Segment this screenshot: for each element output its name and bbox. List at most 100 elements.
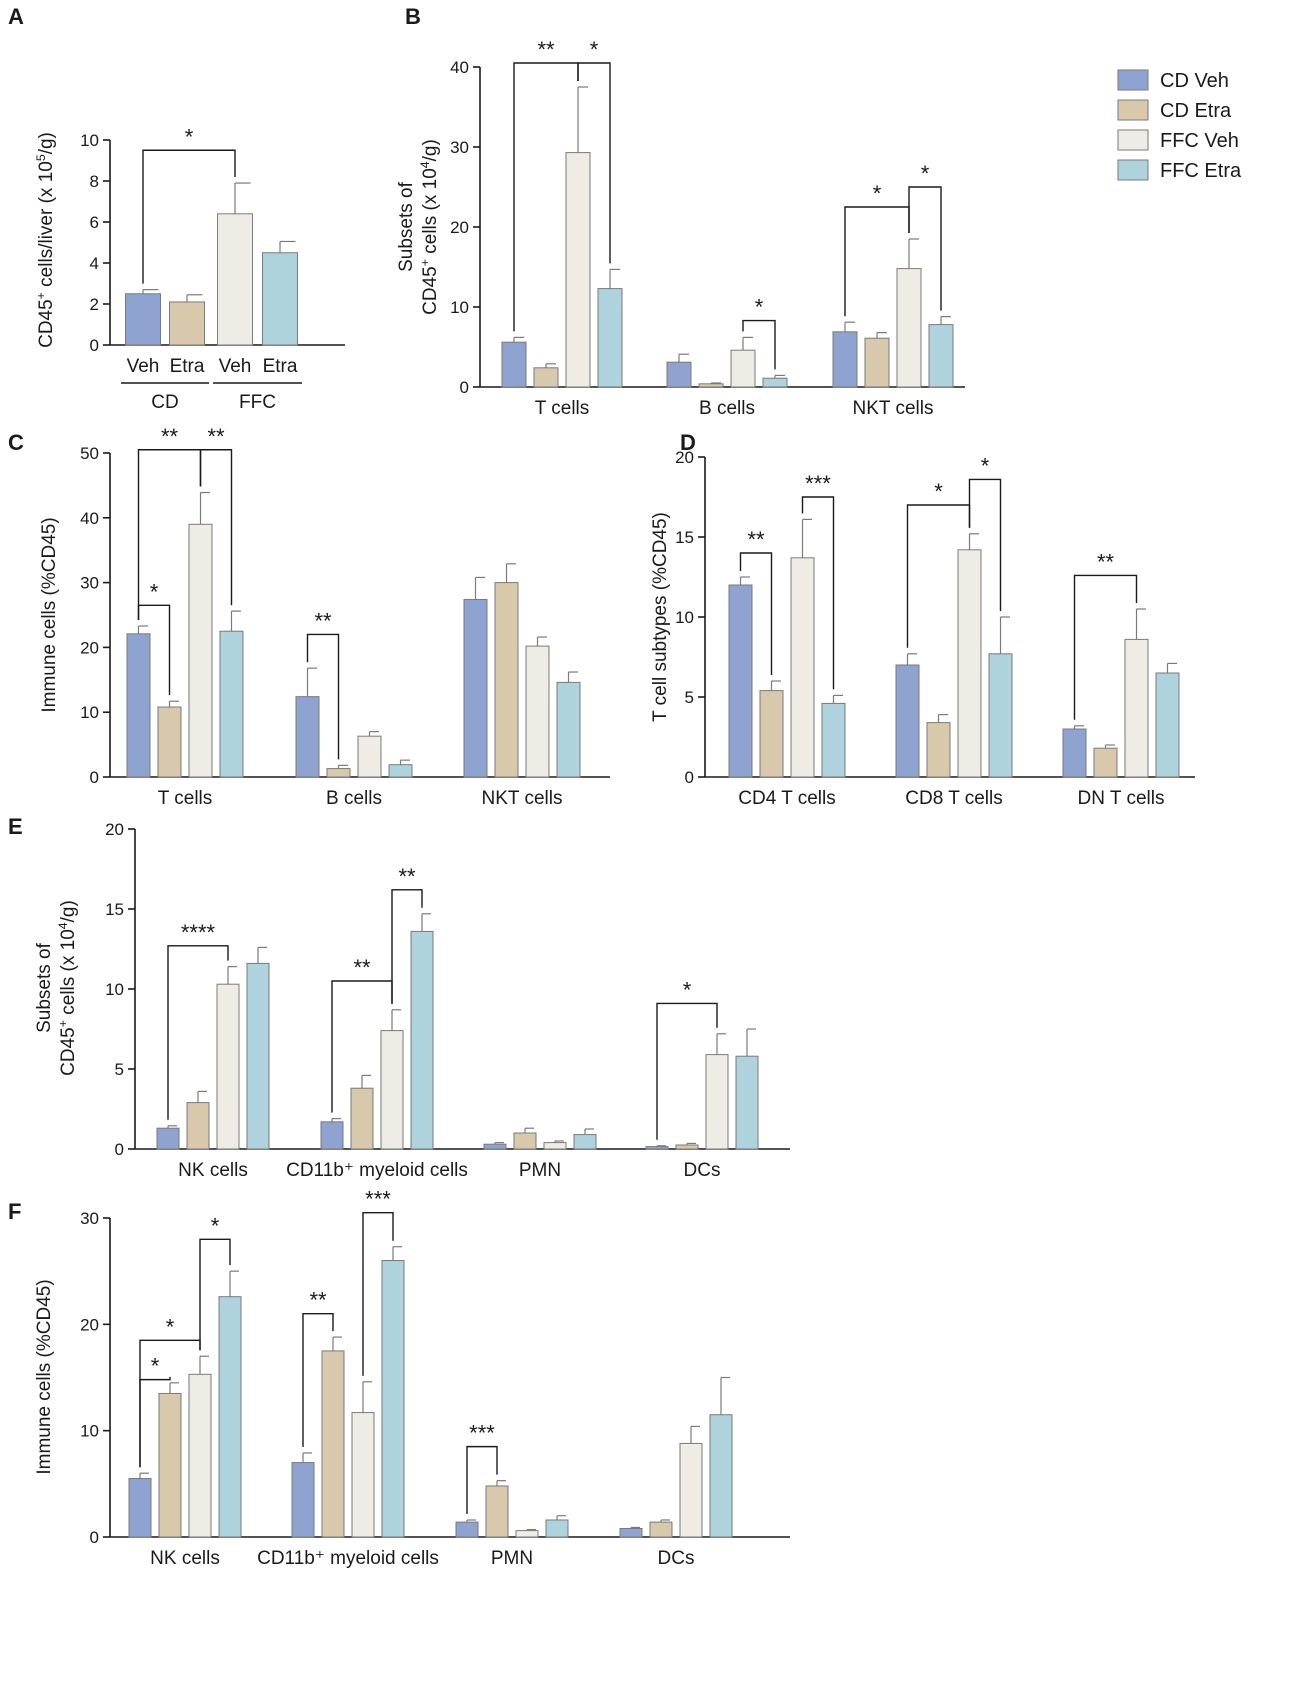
bar-cd-veh: [728, 584, 753, 778]
y-axis-label-line: Subsets of: [396, 181, 417, 271]
bar-cd-etra: [649, 1521, 673, 1538]
bar-cd-etra: [533, 367, 559, 388]
significance-bracket: [1073, 574, 1138, 720]
y-tick-label: 5: [115, 1060, 124, 1079]
y-axis-label-line: CD45+ cells (x 104/g): [56, 900, 79, 1076]
y-tick-label: 10: [450, 298, 469, 317]
bar-ffc-veh: [351, 1412, 375, 1538]
significance-label: **: [314, 608, 332, 633]
panel-letter: A: [8, 4, 24, 29]
panel-letter: B: [405, 4, 421, 29]
bar-cd-veh: [128, 1478, 152, 1538]
bar-cd-veh: [295, 696, 320, 778]
bar-cd-veh: [455, 1521, 479, 1538]
y-tick-label: 10: [80, 131, 99, 150]
bar-ffc-etra: [821, 702, 846, 778]
y-tick-label: 10: [675, 608, 694, 627]
significance-label: *: [151, 1354, 160, 1379]
y-axis-label-text: Immune cells (%CD45): [34, 1279, 55, 1474]
significance-label: **: [309, 1288, 327, 1313]
category-label: CD11b⁺ myeloid cells: [286, 1160, 468, 1181]
bar-cd-veh: [126, 633, 151, 778]
bar-ffc-etra: [556, 681, 581, 778]
category-label: DCs: [684, 1160, 721, 1181]
panel-letter: E: [8, 814, 23, 839]
bar-cd-veh: [1062, 728, 1087, 778]
significance-label: *: [683, 977, 692, 1002]
significance-label: **: [161, 424, 179, 449]
bar-cd-etra: [350, 1087, 374, 1150]
significance-label: *: [873, 181, 882, 206]
group-label: FFC: [239, 392, 276, 413]
bar-ffc-etra: [545, 1519, 569, 1538]
y-tick-label: 10: [80, 1422, 99, 1441]
bar-cd-veh: [501, 341, 527, 388]
significance-label: ***: [365, 1187, 391, 1212]
bar-cd-etra: [1093, 747, 1118, 778]
bar-cd-veh: [895, 664, 920, 778]
y-tick-label: 6: [90, 213, 99, 232]
group-label: CD: [151, 392, 178, 413]
bar-ffc-veh: [188, 523, 213, 778]
bar-cd-veh: [666, 361, 692, 388]
y-tick-label: 10: [80, 703, 99, 722]
y-tick-label: 5: [685, 688, 694, 707]
bar-ffc-etra: [388, 764, 413, 778]
category-label: DCs: [658, 1548, 695, 1569]
bar-ffc-veh: [705, 1054, 729, 1150]
category-label: NK cells: [150, 1548, 220, 1569]
bar-cd-veh: [125, 293, 161, 346]
y-axis-label: Immune cells (%CD45): [34, 1279, 55, 1474]
bar-ffc-veh: [216, 983, 240, 1150]
y-tick-label: 0: [115, 1140, 124, 1159]
y-axis-label-text: T cell subtypes (%CD45): [650, 512, 671, 722]
legend-swatch-cd-etra: [1117, 99, 1149, 121]
bar-cd-etra: [321, 1350, 345, 1538]
bar-cd-etra: [485, 1485, 509, 1538]
significance-bracket: [466, 1445, 498, 1514]
y-tick-label: 20: [105, 820, 124, 839]
bar-label: Veh: [219, 356, 252, 377]
y-tick-label: 20: [80, 1315, 99, 1334]
bar-ffc-etra: [410, 930, 434, 1150]
significance-label: *: [150, 579, 159, 604]
category-label: CD8 T cells: [905, 788, 1003, 809]
y-axis-label: T cell subtypes (%CD45): [650, 512, 671, 722]
significance-label: **: [207, 424, 225, 449]
bar-cd-etra: [513, 1132, 537, 1150]
bar-cd-etra: [158, 1392, 182, 1538]
bar-ffc-veh: [543, 1142, 567, 1150]
bar-cd-etra: [675, 1144, 699, 1150]
bar-cd-etra: [864, 337, 890, 388]
bar-cd-veh: [320, 1121, 344, 1150]
y-axis-label: Immune cells (%CD45): [39, 517, 60, 712]
bar-label: Veh: [127, 356, 160, 377]
panel-letter: D: [680, 430, 696, 455]
y-tick-label: 30: [80, 1209, 99, 1228]
bar-ffc-veh: [515, 1530, 539, 1538]
y-tick-label: 0: [685, 768, 694, 787]
significance-label: *: [755, 295, 764, 320]
y-axis-label-line: Subsets of: [34, 942, 55, 1032]
significance-bracket: [142, 149, 236, 284]
bar-label: Etra: [170, 356, 205, 377]
panel-letter: C: [8, 430, 24, 455]
y-tick-label: 30: [450, 138, 469, 157]
legend-label: CD Veh: [1160, 70, 1229, 92]
bar-ffc-etra: [262, 252, 298, 346]
significance-label: ***: [469, 1421, 495, 1446]
bar-ffc-veh: [188, 1373, 212, 1538]
significance-bracket: [968, 478, 1002, 611]
y-tick-label: 40: [80, 509, 99, 528]
y-axis-label-line: CD45+ cells (x 104/g): [418, 139, 441, 315]
bar-ffc-veh: [679, 1442, 703, 1538]
bar-cd-etra: [157, 706, 182, 778]
legend-label: CD Etra: [1160, 100, 1232, 122]
category-label: T cells: [158, 788, 213, 809]
bar-ffc-etra: [218, 1296, 242, 1538]
significance-bracket: [801, 496, 835, 690]
bar-ffc-etra: [1155, 672, 1180, 778]
bar-ffc-veh: [357, 735, 382, 778]
